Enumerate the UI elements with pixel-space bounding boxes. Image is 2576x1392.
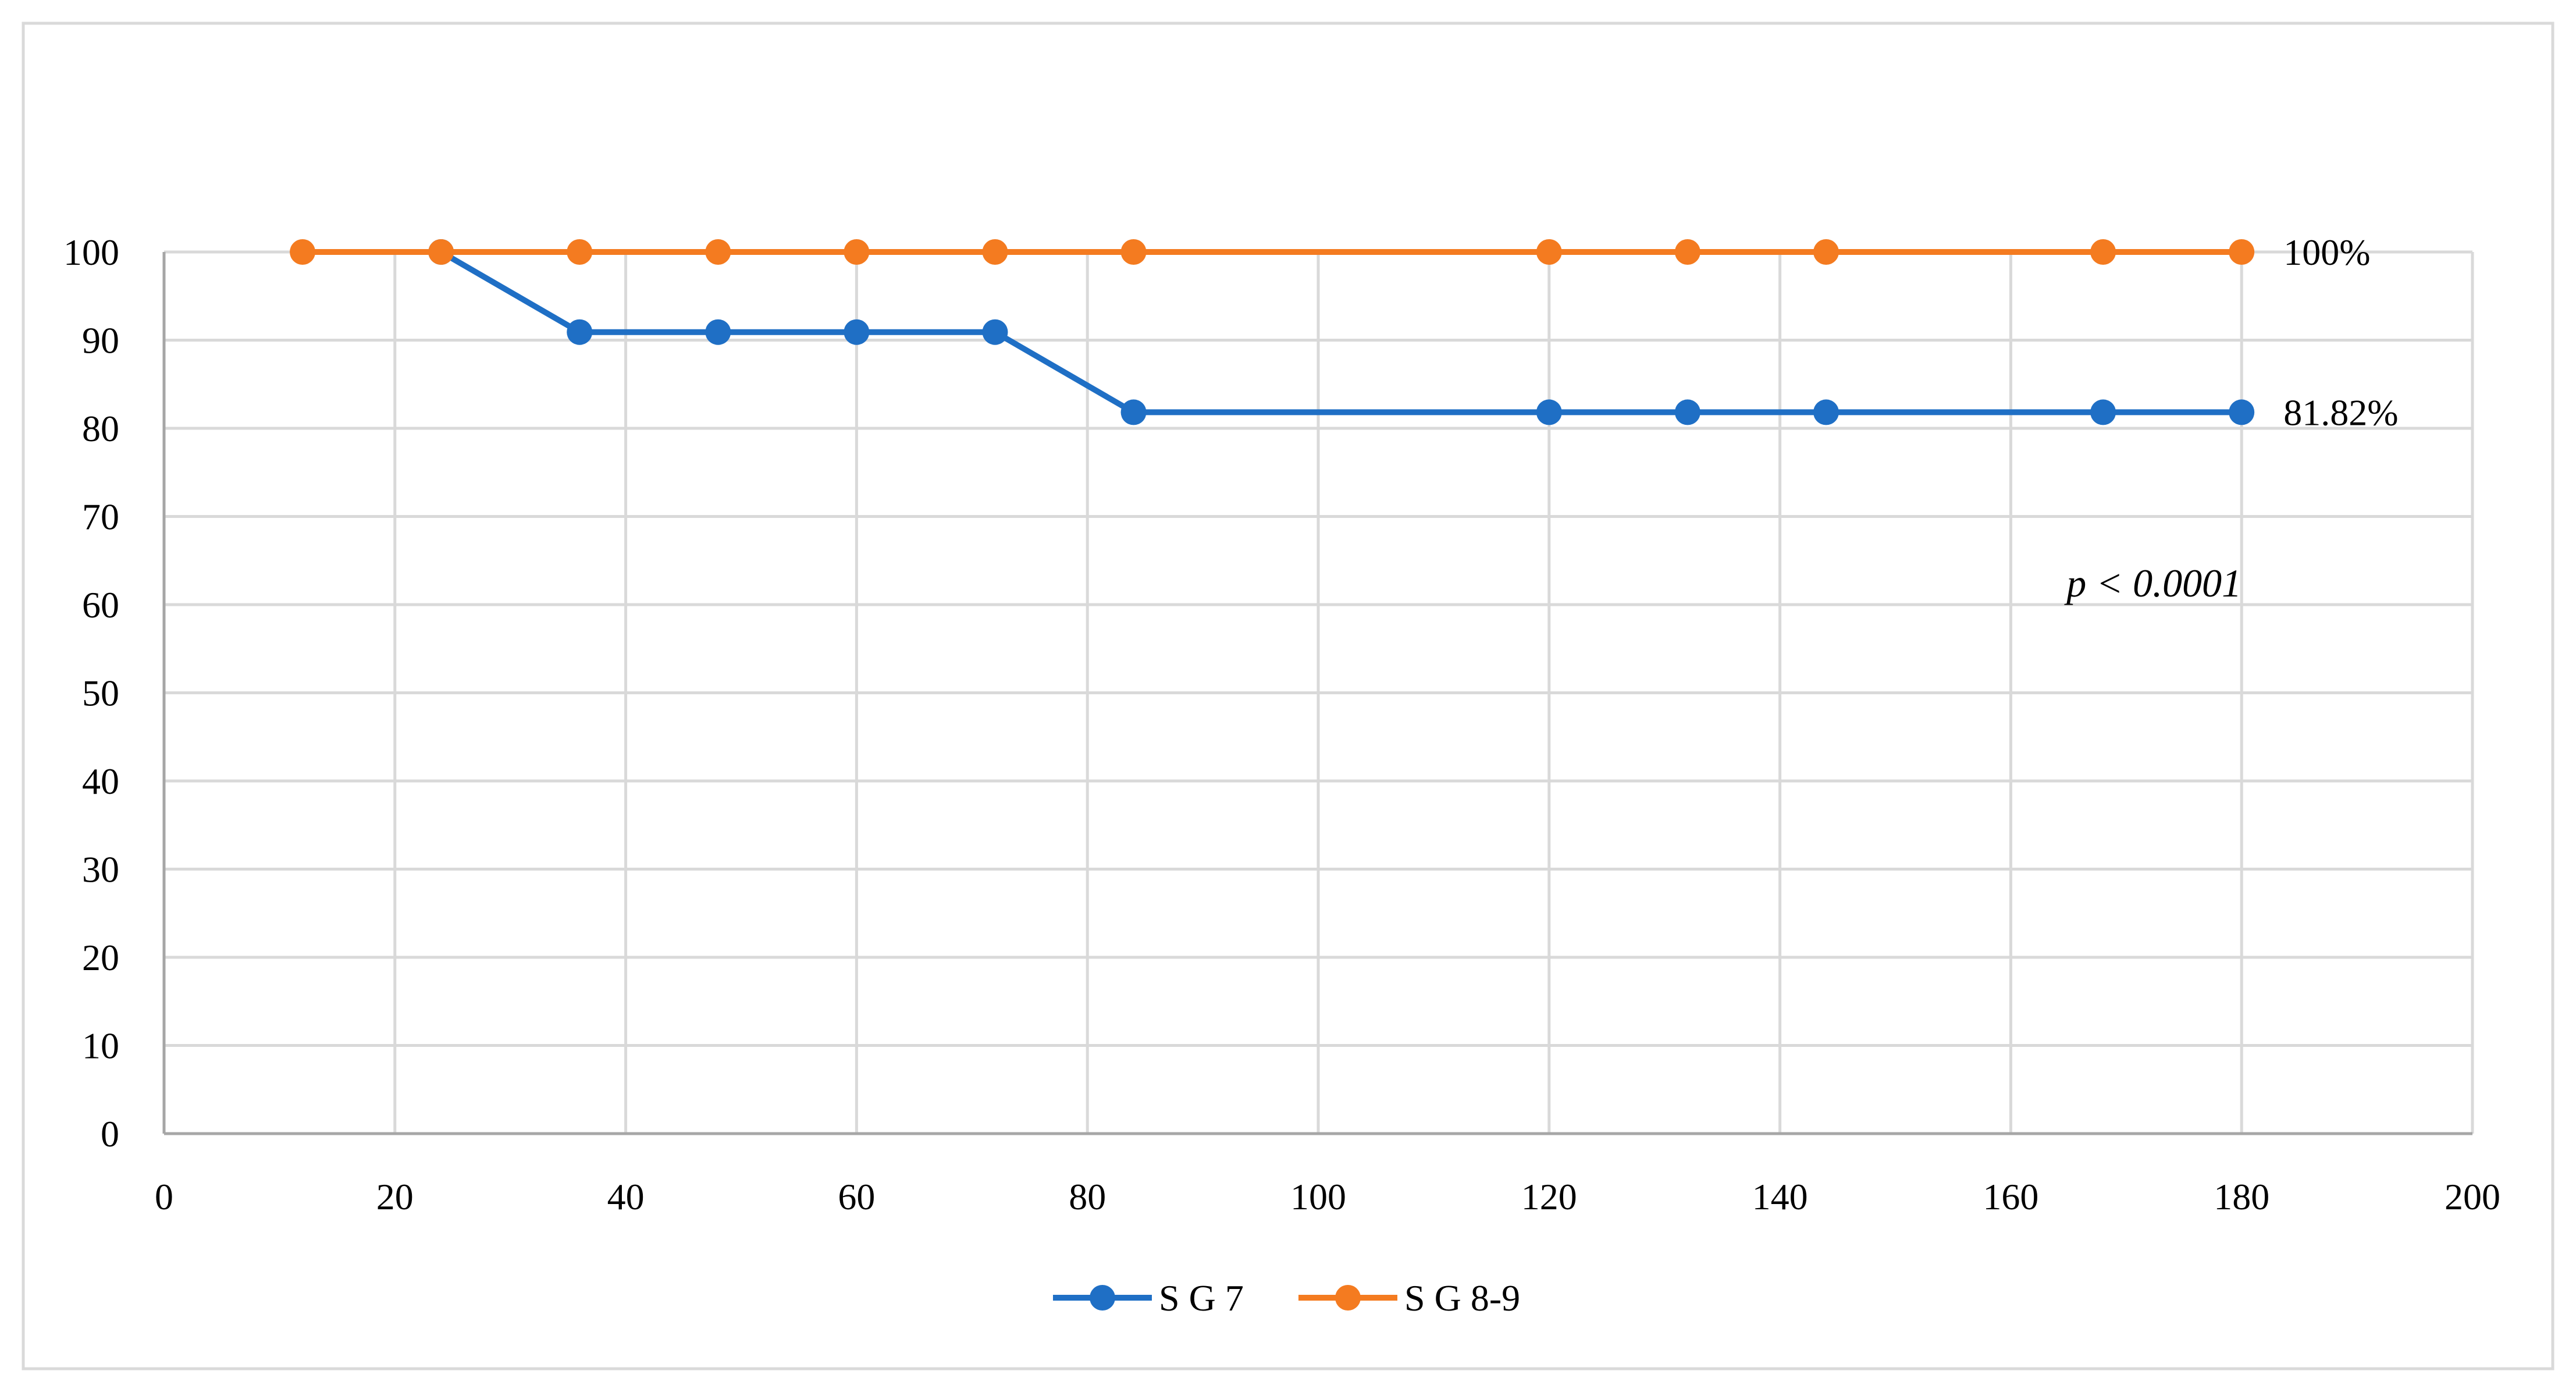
data-point <box>2229 399 2255 425</box>
y-tick-label: 40 <box>82 761 119 802</box>
series-end-label: 81.82% <box>2283 392 2398 433</box>
data-point <box>982 319 1008 345</box>
grid-lines <box>164 250 2474 1134</box>
data-point <box>1813 239 1839 265</box>
x-tick-label: 20 <box>376 1176 414 1217</box>
x-tick-label: 0 <box>155 1176 173 1217</box>
data-point <box>982 239 1008 265</box>
data-point <box>290 239 316 265</box>
data-point <box>1674 399 1700 425</box>
legend-entry: S G 8-9 <box>1298 1277 1520 1319</box>
tick-labels: 0 10 20 30 40 50 60 70 80 90 100 0 20 40 60 80 100 120 140… <box>63 232 2500 1217</box>
data-point <box>844 319 870 345</box>
series-1 <box>290 239 2255 265</box>
x-tick-label: 140 <box>1752 1176 1808 1217</box>
y-tick-label: 50 <box>82 673 119 714</box>
x-tick-label: 40 <box>607 1176 645 1217</box>
p-value-annotation: p < 0.0001 <box>2064 561 2241 605</box>
chart-frame <box>22 22 2554 1370</box>
data-point <box>844 239 870 265</box>
y-tick-label: 20 <box>82 937 119 978</box>
series-lines <box>290 239 2255 425</box>
data-point <box>1536 399 1562 425</box>
data-point <box>705 239 731 265</box>
x-tick-label: 120 <box>1521 1176 1577 1217</box>
axes <box>162 252 2472 1135</box>
x-tick-label: 100 <box>1290 1176 1346 1217</box>
y-tick-label: 90 <box>82 320 119 361</box>
x-tick-label: 80 <box>1069 1176 1106 1217</box>
data-point <box>1674 239 1700 265</box>
data-point <box>1120 239 1147 265</box>
data-point <box>1813 399 1839 425</box>
x-tick-label: 200 <box>2445 1176 2500 1217</box>
data-point <box>567 319 593 345</box>
y-tick-label: 0 <box>101 1113 119 1155</box>
y-tick-label: 60 <box>82 584 119 626</box>
data-point <box>2229 239 2255 265</box>
y-tick-label: 100 <box>63 232 119 273</box>
legend-entry: S G 7 <box>1053 1277 1244 1319</box>
y-tick-label: 10 <box>82 1025 119 1067</box>
series-0 <box>428 239 2255 425</box>
legend-swatch-marker <box>1090 1285 1115 1311</box>
data-point <box>2090 399 2116 425</box>
data-point <box>1536 239 1562 265</box>
legend-swatch-marker <box>1335 1285 1361 1311</box>
y-tick-label: 70 <box>82 496 119 538</box>
y-tick-label: 30 <box>82 849 119 890</box>
data-labels: 81.82% 100% p < 0.0001 <box>2064 232 2398 605</box>
legend-label: S G 7 <box>1159 1277 1244 1319</box>
data-point <box>567 239 593 265</box>
data-point <box>705 319 731 345</box>
x-tick-label: 160 <box>1983 1176 2038 1217</box>
legend-label: S G 8-9 <box>1404 1277 1520 1319</box>
y-tick-label: 80 <box>82 408 119 449</box>
data-point <box>428 239 454 265</box>
x-tick-label: 60 <box>838 1176 875 1217</box>
series-end-label: 100% <box>2283 232 2370 273</box>
data-point <box>2090 239 2116 265</box>
x-tick-label: 180 <box>2214 1176 2269 1217</box>
data-point <box>1120 399 1147 425</box>
legend: S G 7 S G 8-9 <box>1053 1277 1520 1319</box>
